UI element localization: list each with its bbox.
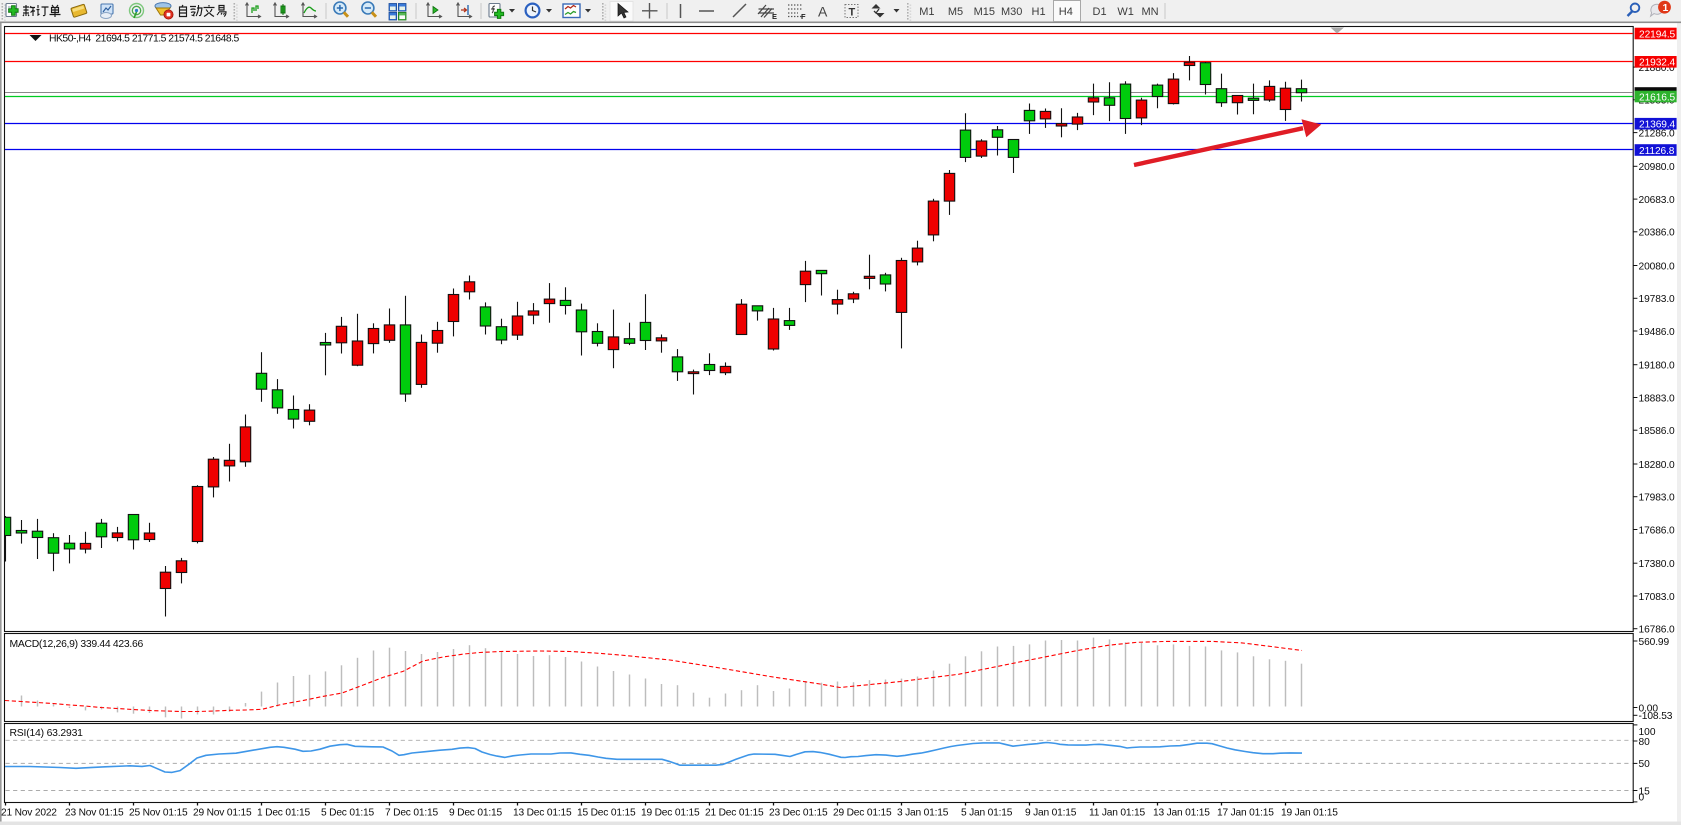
svg-text:19180.0: 19180.0 [1639, 361, 1676, 372]
svg-text:1: 1 [1663, 2, 1669, 14]
svg-text:11 Jan 01:15: 11 Jan 01:15 [1089, 808, 1146, 819]
svg-text:17983.0: 17983.0 [1639, 493, 1676, 504]
svg-text:560.99: 560.99 [1639, 637, 1670, 648]
svg-text:A: A [818, 4, 828, 20]
svg-text:-108.53: -108.53 [1639, 711, 1673, 722]
svg-text:9 Dec 01:15: 9 Dec 01:15 [449, 808, 502, 819]
svg-text:19486.0: 19486.0 [1639, 327, 1676, 338]
svg-text:W1: W1 [1117, 6, 1134, 18]
svg-text:9 Jan 01:15: 9 Jan 01:15 [1025, 808, 1077, 819]
svg-text:21880.0: 21880.0 [1639, 63, 1676, 74]
svg-text:19 Jan 01:15: 19 Jan 01:15 [1281, 808, 1338, 819]
svg-text:100: 100 [1639, 727, 1656, 738]
svg-text:22194.5: 22194.5 [1639, 29, 1676, 40]
svg-text:H4: H4 [1059, 6, 1073, 18]
svg-text:17 Jan 01:15: 17 Jan 01:15 [1217, 808, 1274, 819]
svg-text:M5: M5 [948, 6, 963, 18]
svg-text:29 Dec 01:15: 29 Dec 01:15 [833, 808, 892, 819]
svg-text:18280.0: 18280.0 [1639, 460, 1676, 471]
svg-text:RSI(14) 63.2931: RSI(14) 63.2931 [10, 728, 84, 739]
svg-text:19 Dec 01:15: 19 Dec 01:15 [641, 808, 700, 819]
svg-text:17083.0: 17083.0 [1639, 592, 1676, 603]
svg-text:MACD(12,26,9) 339.44 423.66: MACD(12,26,9) 339.44 423.66 [10, 639, 144, 650]
svg-text:18883.0: 18883.0 [1639, 393, 1676, 404]
svg-text:21932.4: 21932.4 [1639, 58, 1676, 69]
svg-text:21 Nov 2022: 21 Nov 2022 [1, 808, 57, 819]
svg-text:15: 15 [1639, 786, 1651, 797]
svg-text:25 Nov 01:15: 25 Nov 01:15 [129, 808, 188, 819]
svg-text:M30: M30 [1001, 6, 1022, 18]
svg-text:19783.0: 19783.0 [1639, 294, 1676, 305]
svg-text:16786.0: 16786.0 [1639, 625, 1676, 636]
svg-text:21369.4: 21369.4 [1639, 120, 1676, 131]
svg-text:D1: D1 [1093, 6, 1107, 18]
svg-text:15 Dec 01:15: 15 Dec 01:15 [577, 808, 636, 819]
svg-text:18586.0: 18586.0 [1639, 426, 1676, 437]
svg-text:21286.0: 21286.0 [1639, 128, 1676, 139]
svg-text:20080.0: 20080.0 [1639, 261, 1676, 272]
svg-text:21126.8: 21126.8 [1639, 146, 1675, 157]
svg-text:29 Nov 01:15: 29 Nov 01:15 [193, 808, 252, 819]
svg-text:F: F [801, 12, 806, 21]
svg-text:MN: MN [1142, 6, 1159, 18]
svg-text:0.00: 0.00 [1639, 703, 1659, 714]
svg-text:M1: M1 [919, 6, 934, 18]
svg-text:13 Jan 01:15: 13 Jan 01:15 [1153, 808, 1210, 819]
svg-text:7 Dec 01:15: 7 Dec 01:15 [385, 808, 438, 819]
svg-text:17686.0: 17686.0 [1639, 525, 1676, 536]
svg-text:T: T [849, 7, 856, 19]
svg-text:17380.0: 17380.0 [1639, 559, 1676, 570]
svg-text:20980.0: 20980.0 [1639, 162, 1676, 173]
svg-text:20683.0: 20683.0 [1639, 195, 1676, 206]
svg-text:HK50-,H4 21694.5 21771.5 2157: HK50-,H4 21694.5 21771.5 21574.5 21648.5 [49, 33, 240, 44]
svg-text:80: 80 [1639, 737, 1651, 748]
svg-text:M15: M15 [974, 6, 995, 18]
svg-text:3 Jan 01:15: 3 Jan 01:15 [897, 808, 949, 819]
svg-text:21 Dec 01:15: 21 Dec 01:15 [705, 808, 764, 819]
svg-text:5 Jan 01:15: 5 Jan 01:15 [961, 808, 1013, 819]
svg-text:0: 0 [1639, 792, 1645, 803]
svg-text:23 Nov 01:15: 23 Nov 01:15 [65, 808, 124, 819]
svg-text:1 Dec 01:15: 1 Dec 01:15 [257, 808, 310, 819]
svg-text:20386.0: 20386.0 [1639, 228, 1676, 239]
svg-text:50: 50 [1639, 759, 1651, 770]
svg-text:5 Dec 01:15: 5 Dec 01:15 [321, 808, 374, 819]
svg-text:H1: H1 [1032, 6, 1046, 18]
svg-text:23 Dec 01:15: 23 Dec 01:15 [769, 808, 828, 819]
svg-text:13 Dec 01:15: 13 Dec 01:15 [513, 808, 572, 819]
svg-text:21616.5: 21616.5 [1639, 92, 1676, 103]
svg-text:E: E [772, 12, 777, 21]
